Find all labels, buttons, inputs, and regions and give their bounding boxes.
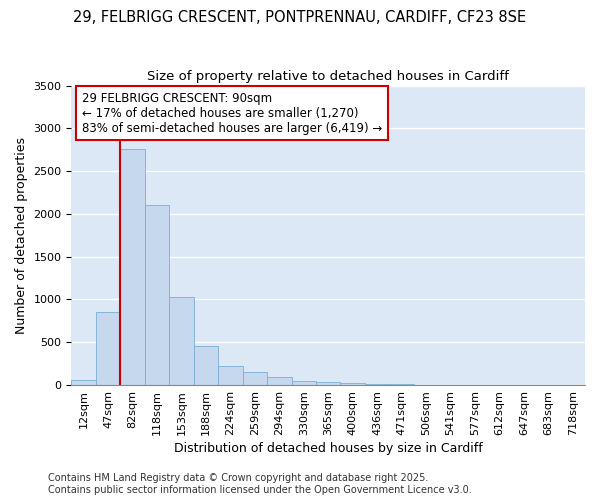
X-axis label: Distribution of detached houses by size in Cardiff: Distribution of detached houses by size … [174,442,482,455]
Bar [365,384,389,385]
Text: 29, FELBRIGG CRESCENT, PONTPRENNAU, CARDIFF, CF23 8SE: 29, FELBRIGG CRESCENT, PONTPRENNAU, CARD… [73,10,527,25]
Bar [121,149,145,385]
Bar [96,312,121,385]
Bar [194,346,218,385]
Bar [292,381,316,385]
Bar [316,382,340,385]
Text: Contains HM Land Registry data © Crown copyright and database right 2025.
Contai: Contains HM Land Registry data © Crown c… [48,474,472,495]
Bar [242,372,267,385]
Bar [145,206,169,385]
Title: Size of property relative to detached houses in Cardiff: Size of property relative to detached ho… [147,70,509,83]
Bar [169,297,194,385]
Bar [340,383,365,385]
Bar [218,366,242,385]
Bar [71,380,96,385]
Text: 29 FELBRIGG CRESCENT: 90sqm
← 17% of detached houses are smaller (1,270)
83% of : 29 FELBRIGG CRESCENT: 90sqm ← 17% of det… [82,92,382,134]
Y-axis label: Number of detached properties: Number of detached properties [15,137,28,334]
Bar [267,376,292,385]
Bar [389,384,414,385]
